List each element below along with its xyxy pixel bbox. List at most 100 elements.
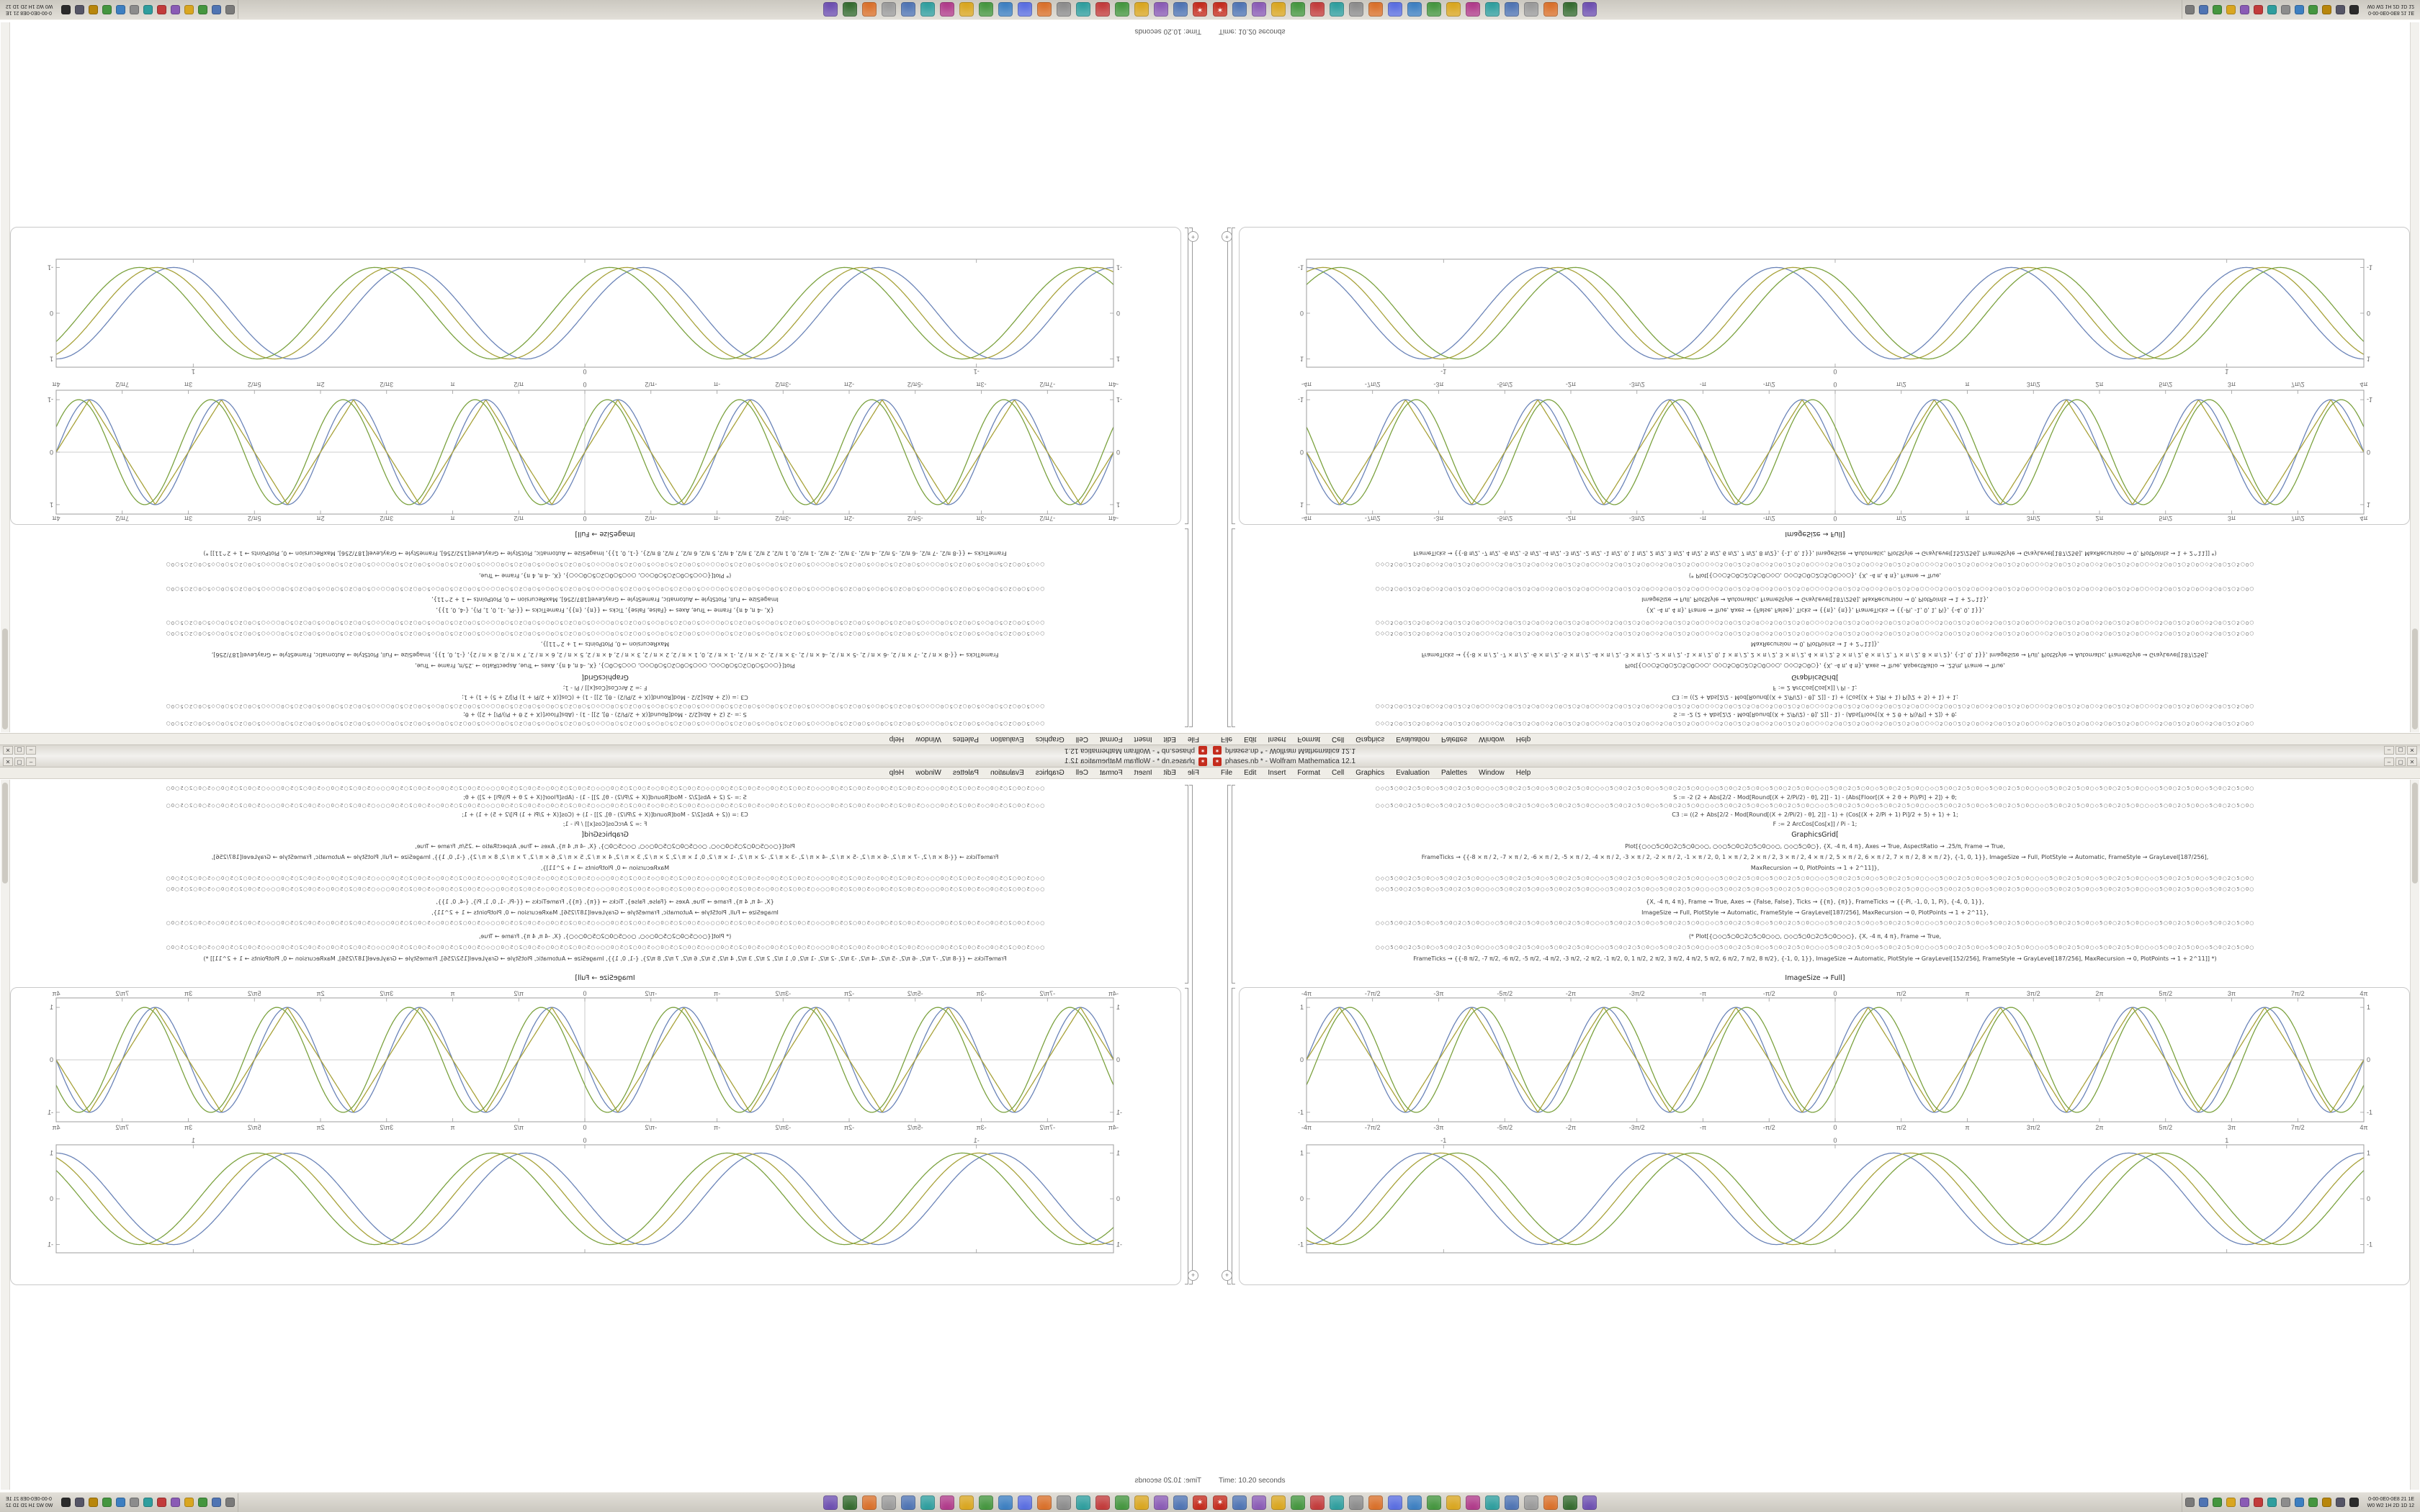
tray-icon[interactable] (2226, 1498, 2236, 1507)
taskbar-app-icon[interactable] (1271, 1495, 1286, 1510)
window-titlebar[interactable]: ✶ phases.nb * - Wolfram Mathematica 12.1… (0, 756, 1210, 768)
taskbar-app-icon[interactable] (1427, 1495, 1441, 1510)
tray-icon[interactable] (130, 5, 140, 14)
taskbar-app-icon[interactable] (1466, 1495, 1480, 1510)
tray-icon[interactable] (2239, 5, 2249, 14)
taskbar-app-icon[interactable]: ✶ (1193, 2, 1207, 17)
code-row[interactable]: F := 2 ArcCos[Cos[x]] / Pi - 1; (563, 685, 647, 691)
code-row-graphicsgrid[interactable]: GraphicsGrid[ (581, 831, 629, 839)
code-row[interactable]: F := 2 ArcCos[Cos[x]] / Pi - 1; (1773, 821, 1857, 827)
tray-icon[interactable] (102, 5, 112, 14)
tray-icon[interactable] (89, 5, 99, 14)
cell-expander-icon[interactable]: + (1222, 231, 1232, 242)
taskbar-app-icon[interactable] (1115, 2, 1129, 17)
tray-icon[interactable] (2212, 1498, 2222, 1507)
code-row[interactable]: ImageSize → Full, PlotStyle → Automatic,… (431, 596, 779, 603)
tray-clock[interactable]: 0-00-0E0-0E8 21 1E W0 W2 1H 2D 1D 12 (6, 4, 53, 17)
tray-icon[interactable] (2321, 1498, 2331, 1507)
taskbar-app-icon[interactable] (1134, 1495, 1149, 1510)
taskbar-app-icon[interactable] (1330, 2, 1344, 17)
tray-icon[interactable] (2184, 5, 2195, 14)
code-row[interactable]: {X, -4 π, 4 π}, Frame → True, Axes → {Fa… (436, 607, 774, 613)
tray-icon[interactable] (89, 1498, 99, 1507)
tray-icon[interactable] (116, 5, 126, 14)
tray-icon[interactable] (2184, 1498, 2195, 1507)
taskbar-app-icon[interactable] (1543, 1495, 1558, 1510)
cell-group-bracket[interactable] (1227, 228, 1231, 727)
taskbar-app-icon[interactable] (920, 2, 935, 17)
vertical-scrollbar[interactable] (1, 780, 10, 1490)
menu-item-cell[interactable]: Cell (1332, 769, 1345, 777)
taskbar-app-icon[interactable] (940, 2, 954, 17)
menu-item-graphics[interactable]: Graphics (1035, 769, 1065, 777)
taskbar-app-icon[interactable] (1154, 1495, 1168, 1510)
taskbar-app-icon[interactable] (920, 1495, 935, 1510)
code-row[interactable]: (* Plot[{○◇○5○0○2○5○0○◇○, ○◇○5○0○2○5○0○◇… (1688, 933, 1942, 940)
output-cell-bracket[interactable] (1185, 988, 1188, 1284)
taskbar-app-icon[interactable] (959, 2, 974, 17)
menu-item-format[interactable]: Format (1099, 769, 1123, 777)
menu-item-insert[interactable]: Insert (1268, 735, 1286, 743)
code-row[interactable]: S := -2 (2 + Abs[2/2 - Mod[Round[(X + 2/… (1673, 794, 1957, 801)
scrollbar-thumb[interactable] (2412, 629, 2418, 729)
taskbar-app-icon[interactable] (1291, 1495, 1305, 1510)
tray-icon[interactable] (2349, 1498, 2359, 1507)
menu-item-edit[interactable]: Edit (1163, 735, 1176, 743)
taskbar-app-icon[interactable] (1368, 1495, 1383, 1510)
menu-item-palettes[interactable]: Palettes (952, 735, 979, 743)
taskbar-app-icon[interactable] (1018, 1495, 1032, 1510)
close-button[interactable]: ✕ (2407, 757, 2417, 766)
vertical-scrollbar[interactable] (2410, 22, 2419, 732)
input-cell-bracket[interactable] (1185, 785, 1188, 984)
taskbar-app-icon[interactable] (1037, 1495, 1052, 1510)
taskbar-app-icon[interactable] (1310, 2, 1325, 17)
taskbar-app-icon[interactable] (862, 2, 877, 17)
menu-item-insert[interactable]: Insert (1268, 769, 1286, 777)
taskbar-app-icon[interactable] (1095, 1495, 1110, 1510)
code-row[interactable]: MaxRecursion → 0, PlotPoints → 1 + 2^11]… (540, 865, 670, 871)
code-row[interactable]: F := 2 ArcCos[Cos[x]] / Pi - 1; (563, 821, 647, 827)
taskbar-app-icon[interactable] (1076, 2, 1090, 17)
code-row[interactable]: ImageSize → Full] (575, 974, 635, 982)
code-row[interactable]: MaxRecursion → 0, PlotPoints → 1 + 2^11]… (1750, 865, 1880, 871)
code-row[interactable]: S := -2 (2 + Abs[2/2 - Mod[Round[(X + 2/… (463, 711, 747, 718)
menu-item-palettes[interactable]: Palettes (952, 769, 979, 777)
taskbar-app-icon[interactable] (882, 2, 896, 17)
code-row[interactable]: FrameTicks → {{-8 × π / 2, -7 × π / 2, -… (211, 854, 999, 860)
tray-icon[interactable] (184, 1498, 194, 1507)
input-cell-bracket[interactable] (1232, 785, 1235, 984)
tray-icon[interactable] (225, 5, 236, 14)
taskbar-app-icon[interactable] (1271, 2, 1286, 17)
tray-icon[interactable] (102, 1498, 112, 1507)
tray-icon[interactable] (2335, 5, 2345, 14)
tray-icon[interactable] (212, 5, 222, 14)
taskbar-app-icon[interactable] (1115, 1495, 1129, 1510)
taskbar-app-icon[interactable] (1134, 2, 1149, 17)
tray-icon[interactable] (171, 5, 181, 14)
code-row[interactable]: ImageSize → Full] (1785, 530, 1845, 538)
minimize-button[interactable]: – (26, 746, 36, 755)
taskbar-app-icon[interactable] (1563, 2, 1577, 17)
menu-item-evaluation[interactable]: Evaluation (1396, 769, 1430, 777)
taskbar-app-icon[interactable] (998, 2, 1013, 17)
code-row[interactable]: {X, -4 π, 4 π}, Frame → True, Axes → {Fa… (1646, 899, 1984, 905)
tray-icon[interactable] (2349, 5, 2359, 14)
taskbar-app-icon[interactable] (1057, 1495, 1071, 1510)
code-row[interactable]: Plot[{○◇○5○0○2○5○0○◇○, ○◇○5○0○2○5○0○◇○, … (415, 662, 795, 669)
tray-icon[interactable] (143, 5, 153, 14)
input-cell-bracket[interactable] (1185, 528, 1188, 727)
taskbar-app-icon[interactable] (1388, 2, 1402, 17)
menu-item-window[interactable]: Window (915, 769, 941, 777)
tray-icon[interactable] (2294, 1498, 2304, 1507)
taskbar-app-icon[interactable] (1232, 1495, 1247, 1510)
code-row-graphicsgrid[interactable]: GraphicsGrid[ (1791, 673, 1839, 681)
menu-item-cell[interactable]: Cell (1075, 769, 1088, 777)
menu-item-window[interactable]: Window (915, 735, 941, 743)
code-row[interactable]: C3 := ((2 + Abs[2/2 - Mod[Round[(X + 2/P… (1672, 811, 1958, 818)
scrollbar-thumb[interactable] (2412, 783, 2418, 883)
taskbar-app-icon[interactable] (1095, 2, 1110, 17)
taskbar-app-icon[interactable] (1524, 2, 1538, 17)
code-row[interactable]: ImageSize → Full, PlotStyle → Automatic,… (431, 909, 779, 916)
taskbar-app-icon[interactable] (1310, 1495, 1325, 1510)
menu-item-format[interactable]: Format (1297, 735, 1321, 743)
